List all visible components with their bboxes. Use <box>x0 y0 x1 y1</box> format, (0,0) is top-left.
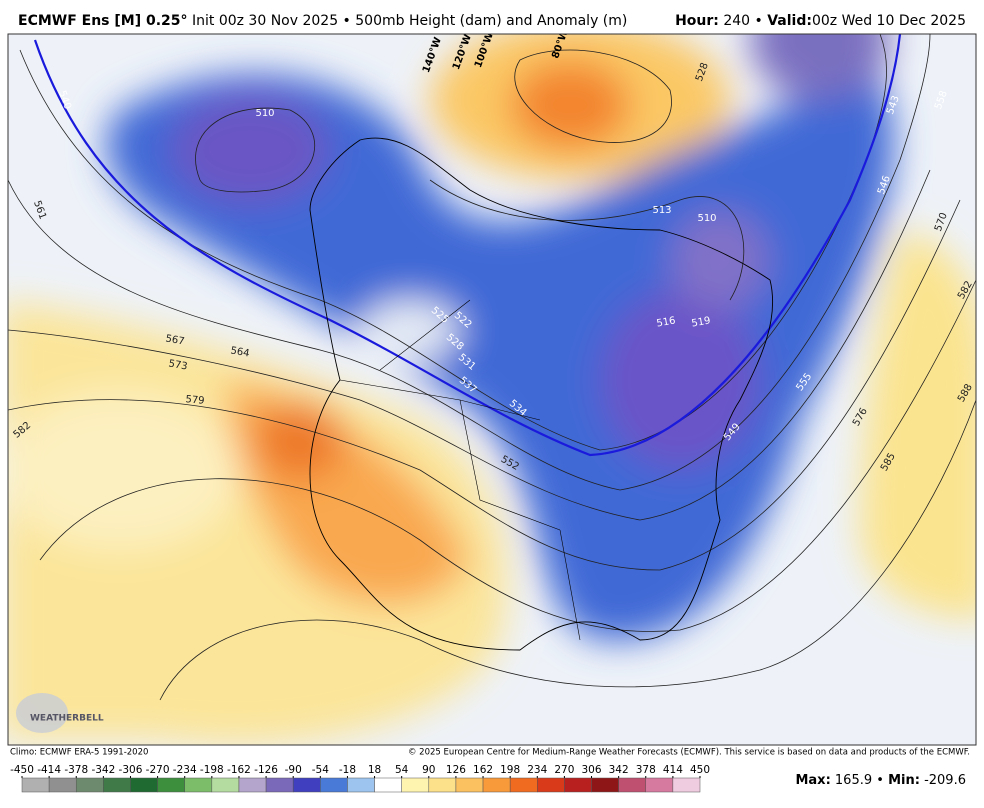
anomaly-field <box>8 34 976 745</box>
colorbar-segment <box>21 777 50 793</box>
colorbar-label: 18 <box>368 764 381 776</box>
contour-label: 519 <box>691 315 712 329</box>
colorbar-label: -198 <box>200 764 224 776</box>
max: 165.9 <box>835 773 872 788</box>
colorbar-segment <box>211 777 240 793</box>
contour-label: 579 <box>185 394 205 407</box>
contour-label: 567 <box>165 333 186 347</box>
colorbar-segment <box>347 777 375 793</box>
colorbar-label: 414 <box>663 764 683 776</box>
max-label: Max: <box>795 773 830 788</box>
climo-note: Climo: ECMWF ERA-5 1991-2020 <box>10 748 148 758</box>
colorbar-segment <box>509 777 538 793</box>
coastline <box>309 137 774 651</box>
colorbar-segment <box>103 777 131 793</box>
colorbar-label: -162 <box>227 764 251 776</box>
colorbar-segment <box>455 777 484 793</box>
map-frame <box>7 33 977 746</box>
title: ECMWF Ens [M] 0.25° <box>18 13 188 29</box>
colorbar-label: -90 <box>285 764 302 776</box>
colorbar-segment <box>374 777 402 793</box>
colorbar-segment <box>672 777 701 793</box>
min-label: Min: <box>888 773 920 788</box>
colorbar-label: 306 <box>581 764 601 776</box>
valid: 00z Wed 10 Dec 2025 <box>812 13 966 29</box>
colorbar-label: -18 <box>339 764 356 776</box>
colorbar-segment <box>564 777 592 793</box>
hour: 240 • <box>723 13 762 29</box>
colorbar-label: -270 <box>146 764 170 776</box>
colorbar-segment <box>75 777 104 793</box>
contour-label: 510 <box>697 213 716 224</box>
colorbar-label: 450 <box>690 764 710 776</box>
colorbar-segment <box>130 777 158 793</box>
separator: • <box>876 773 884 788</box>
colorbar-label: 342 <box>609 764 629 776</box>
header: ECMWF Ens [M] 0.25° Init 00z 30 Nov 2025… <box>18 13 627 29</box>
contour-label: 513 <box>652 205 671 216</box>
colorbar-label: -306 <box>119 764 143 776</box>
colorbar-label: 198 <box>500 764 520 776</box>
borders <box>339 299 581 641</box>
contour-label: 573 <box>168 358 189 372</box>
colorbar-segment <box>482 777 511 793</box>
colorbar-segment <box>48 777 77 793</box>
colorbar-label: -126 <box>254 764 278 776</box>
colorbar-label: -414 <box>37 764 61 776</box>
logo: WEATHERBELL <box>16 693 104 733</box>
540-contour <box>33 34 902 457</box>
colorbar-segment <box>238 777 267 793</box>
colorbar-segment <box>618 777 647 793</box>
colorbar-segment <box>292 777 321 793</box>
colorbar-label: -54 <box>312 764 329 776</box>
colorbar-label: 234 <box>527 764 547 776</box>
colorbar-label: 378 <box>636 764 656 776</box>
colorbar-label: 162 <box>473 764 493 776</box>
colorbar-label: 90 <box>422 764 435 776</box>
colorbar: -450 -414 -378 -342 -306 -270 -234 -198 -162 -126… <box>10 764 710 793</box>
contour-label: 516 <box>656 315 677 329</box>
stats: Max: 165.9 • Min: -209.6 <box>795 773 966 788</box>
contour-label: 564 <box>230 345 251 359</box>
hour-label: Hour: <box>675 13 719 29</box>
colorbar-label: -342 <box>91 764 115 776</box>
valid-time: Hour: 240 • Valid:00z Wed 10 Dec 2025 <box>675 13 966 29</box>
contour-label: 510 <box>255 108 274 119</box>
colorbar-segment <box>645 777 674 793</box>
colorbar-label: 270 <box>554 764 574 776</box>
colorbar-segment <box>265 777 294 793</box>
colorbar-segment <box>591 777 619 793</box>
colorbar-segment <box>537 777 565 793</box>
logo-text: WEATHERBELL <box>30 714 104 724</box>
min: -209.6 <box>924 773 966 788</box>
colorbar-segment <box>320 777 348 793</box>
subtitle: Init 00z 30 Nov 2025 • 500mb Height (dam… <box>192 13 627 29</box>
valid-label: Valid: <box>767 13 812 29</box>
colorbar-segment <box>428 777 457 793</box>
copyright: © 2025 European Centre for Medium-Range … <box>408 748 970 758</box>
colorbar-segment <box>184 777 213 793</box>
colorbar-label: -234 <box>173 764 197 776</box>
colorbar-segment <box>157 777 185 793</box>
colorbar-label: 126 <box>446 764 466 776</box>
colorbar-segment <box>401 777 430 793</box>
colorbar-label: -450 <box>10 764 34 776</box>
colorbar-label: 54 <box>395 764 409 776</box>
colorbar-label: -378 <box>64 764 88 776</box>
